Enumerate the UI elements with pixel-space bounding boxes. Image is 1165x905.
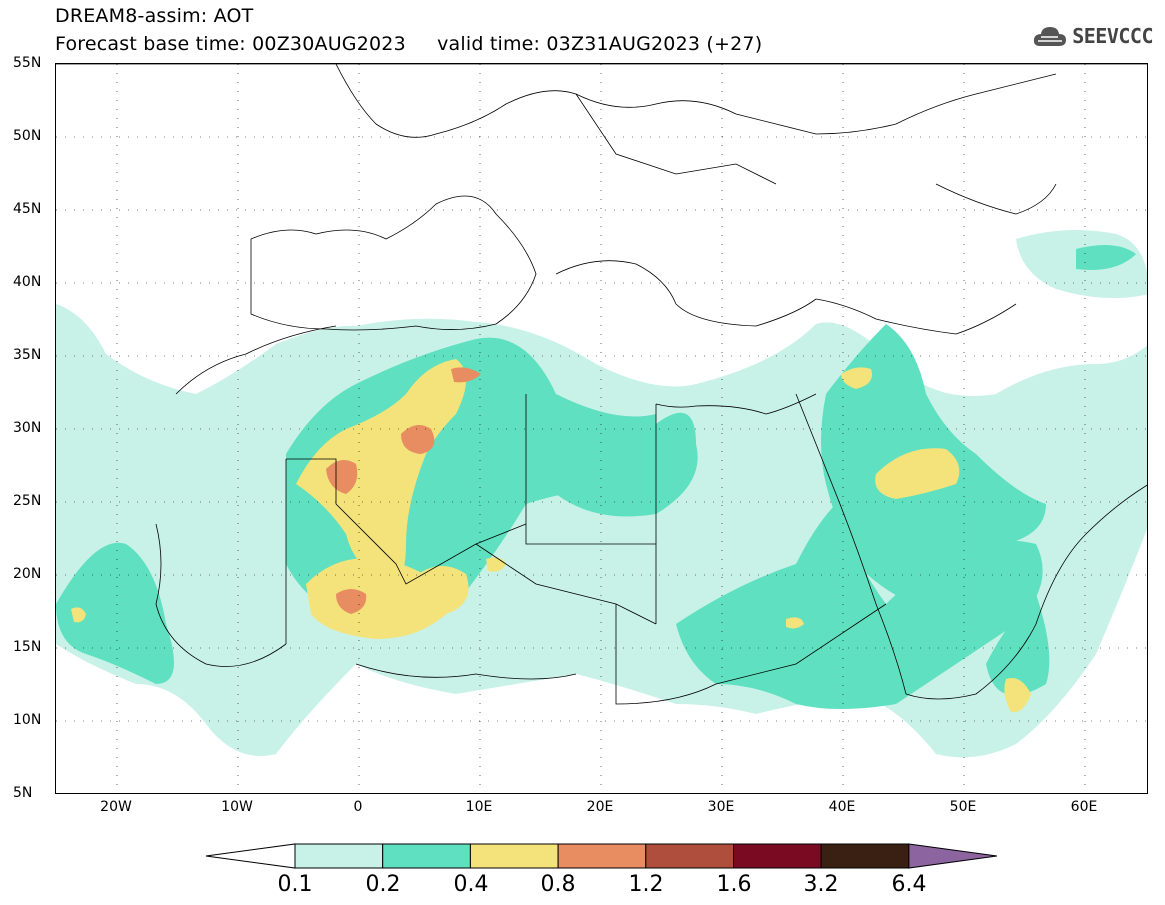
colorbar-swatch: [557, 843, 647, 869]
colorbar-swatch: [294, 843, 384, 869]
colorbar-level-label: 3.2: [803, 872, 839, 897]
colorbar-level-label: 1.6: [716, 872, 752, 897]
lon-label: 30E: [707, 799, 735, 815]
lon-label: 60E: [1070, 799, 1098, 815]
colorbar-under-arrow: [205, 843, 296, 869]
lon-label: 10E: [465, 799, 493, 815]
colorbar-level-label: 1.2: [628, 872, 664, 897]
seevccc-logo: SEEVCCC: [1032, 24, 1153, 48]
colorbar-level-label: 0.8: [540, 872, 576, 897]
lon-label: 20W: [100, 799, 132, 815]
lat-label: 45N: [13, 201, 42, 217]
cloud-icon: [1034, 27, 1067, 46]
aot-contours: [56, 230, 1147, 758]
lat-label: 10N: [13, 712, 42, 728]
logo-text: SEEVCCC: [1072, 24, 1153, 48]
colorbar-level-label: 0.2: [365, 872, 401, 897]
forecast-times: Forecast base time: 00Z30AUG2023 valid t…: [55, 33, 763, 55]
lat-label: 20N: [13, 566, 42, 582]
aot-map: [55, 63, 1148, 794]
lat-label: 25N: [13, 493, 42, 509]
country-borders: [56, 64, 1147, 705]
lon-label: 40E: [828, 799, 856, 815]
lat-label: 55N: [13, 55, 42, 71]
colorbar-over-arrow: [908, 843, 997, 869]
lat-label: 35N: [13, 347, 42, 363]
lon-label: 20E: [586, 799, 614, 815]
colorbar: [205, 843, 997, 869]
lat-label: 30N: [13, 420, 42, 436]
colorbar-swatch: [733, 843, 822, 869]
colorbar-swatch: [645, 843, 734, 869]
lat-label: 40N: [13, 274, 42, 290]
colorbar-swatch: [820, 843, 910, 869]
lat-label: 50N: [13, 128, 42, 144]
map-title: DREAM8-assim: AOT: [55, 5, 254, 27]
colorbar-swatch: [469, 843, 559, 869]
lon-label: 50E: [949, 799, 977, 815]
lat-label: 5N: [13, 785, 33, 801]
lon-label: 10W: [221, 799, 253, 815]
lon-label: 0: [353, 799, 363, 815]
colorbar-level-label: 0.1: [277, 872, 313, 897]
lat-label: 15N: [13, 639, 42, 655]
colorbar-level-label: 0.4: [453, 872, 489, 897]
colorbar-level-label: 6.4: [891, 872, 927, 897]
colorbar-swatch: [382, 843, 471, 869]
